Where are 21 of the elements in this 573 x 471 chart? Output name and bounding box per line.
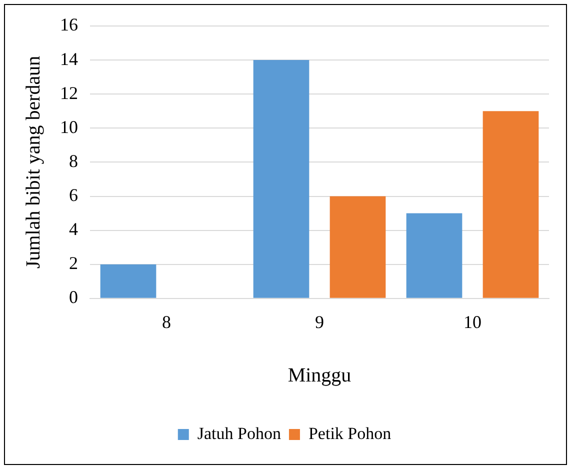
y-tick-label: 14 — [60, 48, 78, 69]
legend-label: Jatuh Pohon — [197, 424, 282, 443]
y-tick-label: 10 — [60, 116, 78, 137]
x-tick-label: 10 — [464, 312, 482, 332]
x-tick-label: 8 — [162, 312, 171, 332]
y-tick-label: 12 — [60, 82, 78, 103]
y-tick-label: 0 — [69, 287, 78, 308]
y-tick-label: 2 — [69, 253, 78, 274]
bar — [482, 111, 539, 298]
legend-label: Petik Pohon — [308, 424, 392, 443]
y-axis-title: Jumlah bibit yang berdaun — [22, 56, 44, 269]
y-tick-label: 8 — [69, 150, 78, 171]
x-axis-title: Minggu — [288, 364, 352, 386]
bar — [406, 213, 462, 298]
y-tick-label: 6 — [69, 184, 78, 205]
bar — [330, 196, 386, 298]
y-tick-label: 4 — [69, 219, 78, 240]
x-tick-label: 9 — [315, 312, 324, 332]
y-tick-label: 16 — [60, 14, 78, 35]
bar — [100, 264, 156, 298]
bar — [253, 60, 310, 298]
